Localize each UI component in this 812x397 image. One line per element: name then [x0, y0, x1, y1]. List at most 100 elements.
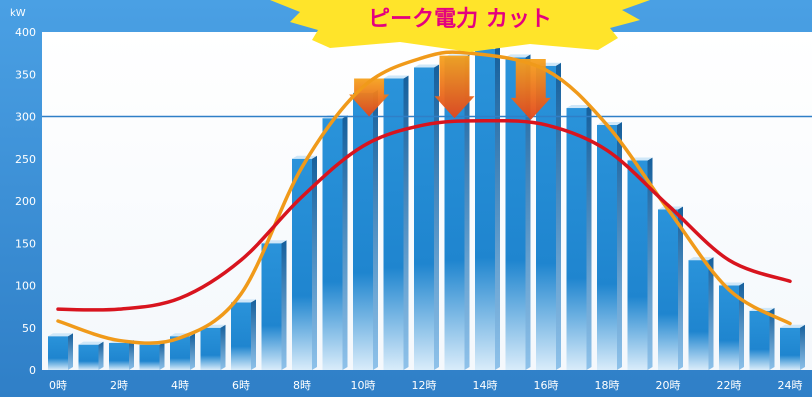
bar-side	[159, 341, 165, 370]
y-unit-label: kW	[10, 8, 26, 19]
x-tick-label: 24時	[778, 379, 803, 392]
bar-side	[281, 240, 287, 370]
bar-2	[109, 339, 134, 370]
bar-24	[780, 324, 805, 370]
bar-front	[719, 285, 739, 370]
bar-front	[749, 310, 770, 370]
bar-side	[129, 339, 134, 370]
bar-15	[505, 54, 531, 370]
bar-side	[708, 257, 714, 370]
bar-front	[627, 160, 648, 370]
bar-front	[353, 92, 373, 370]
bar-front	[231, 302, 251, 370]
y-tick-label: 250	[15, 153, 36, 166]
bar-front	[48, 336, 68, 370]
x-tick-label: 8時	[293, 379, 311, 392]
bar-21	[688, 257, 714, 370]
bar-16	[536, 62, 561, 371]
y-tick-label: 50	[22, 322, 36, 335]
bar-front	[200, 327, 221, 370]
bar-23	[749, 307, 775, 370]
bar-17	[566, 105, 592, 371]
x-tick-label: 14時	[473, 379, 498, 392]
chart-title: ピーク電力 カット	[368, 7, 552, 32]
bar-side	[647, 157, 653, 370]
bar-side	[769, 307, 775, 370]
y-tick-label: 150	[15, 237, 36, 250]
x-tick-label: 10時	[351, 379, 376, 392]
bar-20	[658, 206, 683, 370]
bar-front	[414, 67, 434, 371]
y-axis: 0 50 100 150 200 250 300 350 400	[15, 26, 36, 377]
y-tick-label: 300	[15, 111, 36, 124]
bar-side	[251, 299, 256, 370]
title-banner: ピーク電力 カット	[270, 0, 650, 52]
bar-top	[505, 54, 531, 58]
bar-front	[688, 260, 709, 370]
y-tick-label: 350	[15, 68, 36, 81]
bar-side	[403, 75, 409, 370]
bar-front	[475, 48, 495, 371]
bar-front	[170, 336, 190, 370]
bar-side	[190, 333, 195, 370]
bar-side	[464, 54, 470, 370]
x-tick-label: 22時	[717, 379, 742, 392]
bar-top	[48, 333, 73, 337]
peak-cut-arrows	[349, 55, 551, 120]
bar-14	[475, 45, 500, 371]
bar-front	[566, 108, 587, 371]
curve-1	[56, 50, 792, 345]
bar-front	[658, 209, 678, 370]
bar-18	[597, 121, 622, 370]
bar-side	[556, 62, 561, 371]
bar-front	[383, 78, 404, 370]
bar-side	[434, 64, 439, 371]
peak-cut-arrow-1	[349, 78, 390, 117]
y-tick-label: 100	[15, 280, 36, 293]
bars	[48, 45, 805, 371]
bar-front	[444, 57, 465, 370]
bar-front	[261, 243, 282, 370]
bar-top	[383, 75, 409, 79]
bar-1	[78, 341, 104, 370]
bar-side	[525, 54, 531, 370]
bar-top	[78, 341, 104, 345]
peak-cut-arrow-2	[434, 55, 475, 119]
bar-front	[78, 344, 99, 370]
bar-side	[68, 333, 73, 370]
y-tick-label: 0	[29, 364, 36, 377]
bar-12	[414, 64, 439, 371]
x-tick-label: 16時	[534, 379, 559, 392]
x-axis: 0時 2時 4時 6時 8時 10時 12時 14時 16時 18時 20時 22時 24時	[49, 379, 803, 392]
bar-side	[373, 89, 378, 370]
bar-front	[536, 65, 556, 371]
bar-side	[678, 206, 683, 370]
bar-front	[109, 342, 129, 370]
bar-side	[495, 45, 500, 371]
bar-8	[292, 155, 317, 370]
bar-side	[739, 282, 744, 370]
bar-front	[597, 124, 617, 370]
bar-side	[342, 115, 348, 370]
bar-side	[220, 324, 226, 370]
bar-7	[261, 240, 287, 370]
bar-top	[292, 155, 317, 159]
burst-shape	[270, 0, 650, 52]
curves	[56, 50, 792, 345]
bar-front	[292, 158, 312, 370]
curve-2	[56, 118, 792, 312]
bar-side	[312, 155, 317, 370]
peak-cut-arrow-3	[510, 59, 551, 120]
x-tick-label: 0時	[49, 379, 67, 392]
bar-front	[322, 118, 343, 370]
x-tick-label: 20時	[656, 379, 681, 392]
bar-side	[800, 324, 805, 370]
x-tick-label: 2時	[110, 379, 128, 392]
bar-5	[200, 324, 226, 370]
bar-22	[719, 282, 744, 370]
bar-top	[780, 324, 805, 328]
x-tick-label: 4時	[171, 379, 189, 392]
bar-front	[139, 344, 160, 370]
bar-19	[627, 157, 653, 370]
